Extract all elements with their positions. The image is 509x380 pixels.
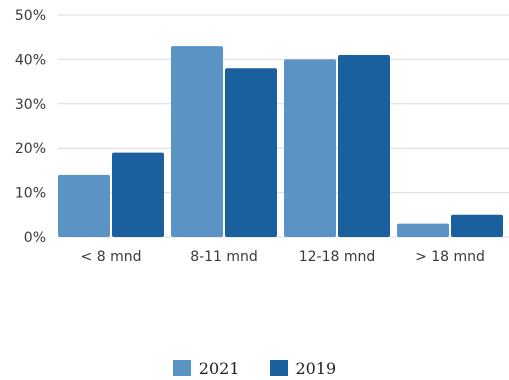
bar-2021-1 (171, 46, 223, 237)
bar-2021-3 (397, 223, 449, 237)
x-category-label-1: 8-11 mnd (190, 249, 258, 265)
y-tick-label-30: 30% (15, 97, 46, 113)
y-tick-label-50: 50% (15, 8, 46, 24)
y-tick-label-0: 0% (24, 230, 46, 246)
y-tick-label-20: 20% (15, 141, 46, 157)
y-tick-label-40: 40% (15, 52, 46, 68)
legend-item-2019: 2019 (269, 358, 337, 378)
legend-swatch-2021 (172, 360, 191, 376)
x-category-label-2: 12-18 mnd (299, 249, 376, 265)
x-category-label-3: > 18 mnd (415, 249, 485, 265)
legend: 2021 2019 (0, 356, 509, 380)
legend-swatch-2019 (269, 360, 288, 376)
legend-label-2019: 2019 (295, 358, 337, 378)
bar-chart: 0% 10% 20% 30% 40% 50% < 8 mnd 8-11 mnd 12-18 m… (15, 8, 509, 265)
y-tick-label-10: 10% (15, 186, 46, 202)
legend-item-2021: 2021 (172, 358, 240, 378)
y-axis-tick-labels: 0% 10% 20% 30% 40% 50% (15, 8, 46, 246)
bar-2019-1 (225, 68, 277, 237)
bar-2019-3 (451, 214, 503, 237)
bar-2019-0 (112, 152, 164, 237)
bar-2021-0 (58, 174, 110, 237)
bars (58, 46, 503, 238)
bar-2019-2 (338, 54, 390, 238)
x-category-label-0: < 8 mnd (81, 249, 142, 265)
legend-label-2021: 2021 (198, 358, 240, 378)
x-axis-category-labels: < 8 mnd 8-11 mnd 12-18 mnd > 18 mnd (81, 249, 485, 265)
bar-2021-2 (284, 59, 336, 238)
